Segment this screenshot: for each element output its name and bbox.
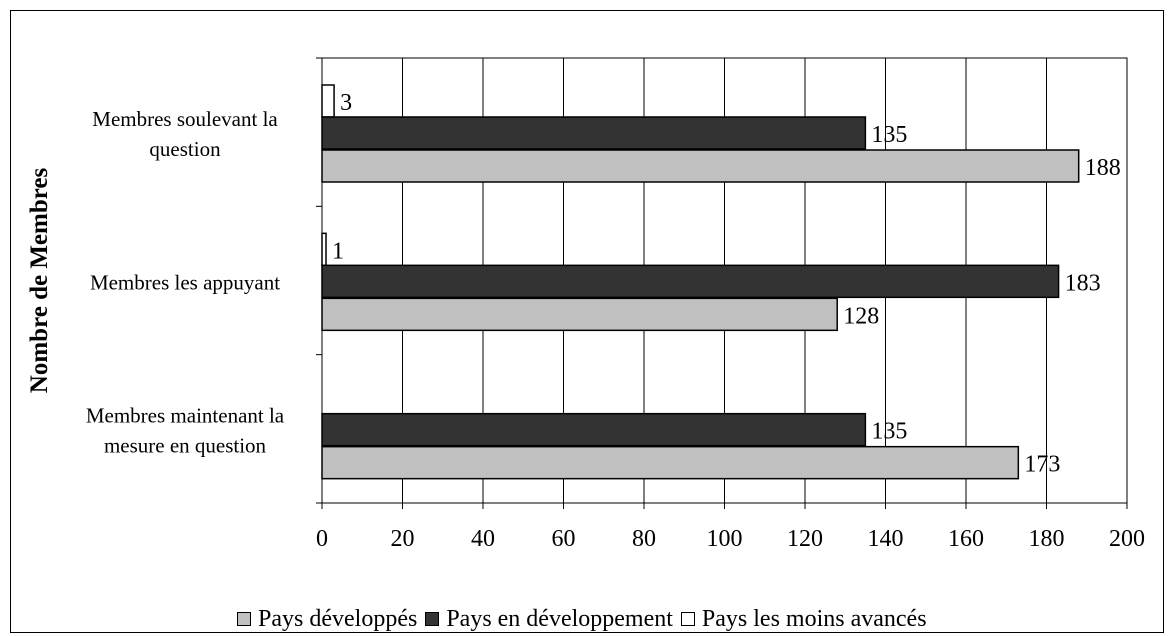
data-label: 183 [1065, 270, 1101, 296]
data-label: 128 [843, 303, 879, 329]
data-label: 3 [340, 90, 352, 116]
x-tick-label: 80 [632, 526, 656, 552]
category-label: Membres maintenant la [86, 404, 285, 428]
bar [321, 297, 838, 332]
x-tick-label: 40 [471, 526, 495, 552]
legend-item-developing: Pays en développement [425, 606, 673, 633]
x-tick-label: 180 [1029, 526, 1065, 552]
x-tick-label: 140 [868, 526, 904, 552]
legend-label-developing: Pays en développement [446, 605, 673, 632]
bar [321, 264, 1060, 299]
x-tick-label: 20 [391, 526, 415, 552]
x-tick-label: 120 [787, 526, 823, 552]
bar [321, 412, 867, 447]
bar [321, 232, 327, 267]
x-tick-label: 160 [948, 526, 984, 552]
data-label: 188 [1085, 155, 1121, 181]
bar [321, 445, 1020, 480]
y-axis-title: Nombre de Membres [26, 168, 53, 394]
x-tick-label: 200 [1109, 526, 1145, 552]
legend-label-least-developed: Pays les moins avancés [701, 605, 927, 632]
legend-item-least-developed: Pays les moins avancés [680, 605, 927, 633]
legend-swatch-developed [237, 612, 251, 626]
data-label: 135 [871, 419, 907, 445]
bar [321, 116, 867, 150]
legend: Pays développés Pays en développement Pa… [0, 602, 1000, 636]
bar [321, 84, 335, 118]
x-tick-label: 100 [707, 526, 743, 552]
legend-label-developed: Pays développés [258, 605, 418, 632]
legend-swatch-developing [425, 612, 440, 626]
data-label: 135 [871, 122, 907, 148]
data-label: 1 [332, 238, 344, 264]
category-label: Membres soulevant la [92, 107, 278, 131]
x-tick-label: 0 [316, 526, 328, 552]
category-label: question [149, 137, 221, 161]
bar [321, 149, 1080, 183]
legend-swatch-least-developed [680, 612, 695, 626]
bar-chart: 0 20 40 60 80 100 120 140 160 180 200 Membres soule… [26, 57, 1145, 552]
category-label: Membres les appuyant [90, 270, 280, 294]
category-label: mesure en question [104, 434, 267, 458]
legend-item-developed: Pays développés [237, 606, 417, 633]
data-label: 173 [1024, 452, 1060, 478]
x-tick-label: 60 [552, 526, 576, 552]
